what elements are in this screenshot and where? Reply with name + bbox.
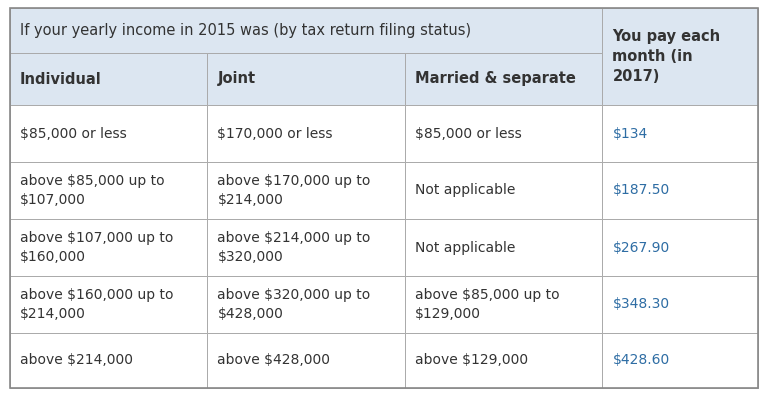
Text: $428.60: $428.60 [612,354,670,367]
Text: above $107,000 up to
$160,000: above $107,000 up to $160,000 [20,231,174,264]
Text: Not applicable: Not applicable [415,240,515,255]
Text: You pay each
month (in
2017): You pay each month (in 2017) [612,29,720,84]
Text: $85,000 or less: $85,000 or less [415,126,521,141]
Text: If your yearly income in 2015 was (by tax return filing status): If your yearly income in 2015 was (by ta… [20,23,471,38]
Bar [207,276,405,333]
Bar [405,276,602,333]
Bar [10,53,207,105]
Text: $348.30: $348.30 [612,297,670,312]
Text: above $214,000 up to
$320,000: above $214,000 up to $320,000 [217,231,371,264]
Bar [405,162,602,219]
Text: above $214,000: above $214,000 [20,354,133,367]
Bar [10,105,207,162]
Text: above $85,000 up to
$107,000: above $85,000 up to $107,000 [20,174,164,207]
Bar [602,333,758,388]
Bar [10,276,207,333]
Text: Individual: Individual [20,72,101,86]
Bar [405,333,602,388]
Bar [207,53,405,105]
Bar [602,276,758,333]
Bar [602,162,758,219]
Bar [207,162,405,219]
Text: $170,000 or less: $170,000 or less [217,126,333,141]
Bar [602,8,758,105]
Text: above $320,000 up to
$428,000: above $320,000 up to $428,000 [217,288,371,321]
Bar [207,219,405,276]
Text: above $129,000: above $129,000 [415,354,528,367]
Bar [405,53,602,105]
Bar [207,333,405,388]
Text: Joint: Joint [217,72,256,86]
Bar [405,219,602,276]
Bar [10,333,207,388]
Text: $134: $134 [612,126,647,141]
Bar [405,105,602,162]
Text: above $428,000: above $428,000 [217,354,330,367]
Bar [602,105,758,162]
Text: $267.90: $267.90 [612,240,670,255]
Text: above $85,000 up to
$129,000: above $85,000 up to $129,000 [415,288,560,321]
Bar [10,162,207,219]
Bar [10,219,207,276]
Text: Not applicable: Not applicable [415,183,515,198]
Bar [207,105,405,162]
Text: $85,000 or less: $85,000 or less [20,126,127,141]
Text: above $170,000 up to
$214,000: above $170,000 up to $214,000 [217,174,371,207]
Text: Married & separate: Married & separate [415,72,576,86]
Bar [10,8,602,53]
Text: above $160,000 up to
$214,000: above $160,000 up to $214,000 [20,288,174,321]
Bar [602,219,758,276]
Text: $187.50: $187.50 [612,183,670,198]
